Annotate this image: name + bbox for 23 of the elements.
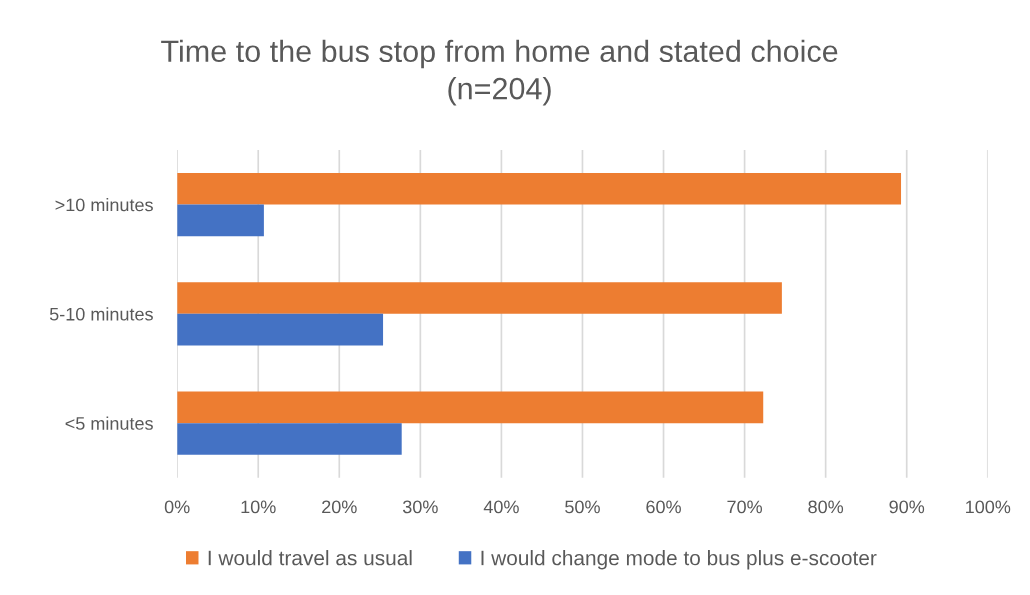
- x-tick-label: 40%: [483, 500, 519, 514]
- x-tick-label: 60%: [646, 500, 681, 514]
- bar: [177, 282, 782, 314]
- x-tick-label: 20%: [322, 500, 357, 514]
- bar: [177, 204, 264, 237]
- legend-label: I would change mode to bus plus e-scooter: [481, 550, 877, 570]
- x-tick-label: 30%: [402, 500, 438, 514]
- bar: [177, 391, 764, 424]
- chart-title: Time to the bus stop from home and stated choice (n=204): [161, 39, 838, 106]
- y-tick-label: 5-10 minutes: [49, 307, 153, 321]
- x-tick-label: 10%: [241, 500, 276, 514]
- bar: [177, 423, 402, 455]
- x-tick-label: 0%: [164, 500, 190, 514]
- x-tick-label: 50%: [565, 500, 600, 514]
- bar: [177, 172, 902, 205]
- x-tick-label: 90%: [889, 500, 925, 514]
- y-tick-label: >10 minutes: [55, 198, 153, 212]
- x-tick-label: 80%: [808, 500, 844, 514]
- legend-label: I would travel as usual: [208, 550, 412, 566]
- y-tick-label: <5 minutes: [65, 416, 153, 430]
- x-tick-label: 70%: [727, 500, 763, 514]
- bar: [177, 313, 384, 346]
- x-tick-label: 100%: [966, 500, 1011, 514]
